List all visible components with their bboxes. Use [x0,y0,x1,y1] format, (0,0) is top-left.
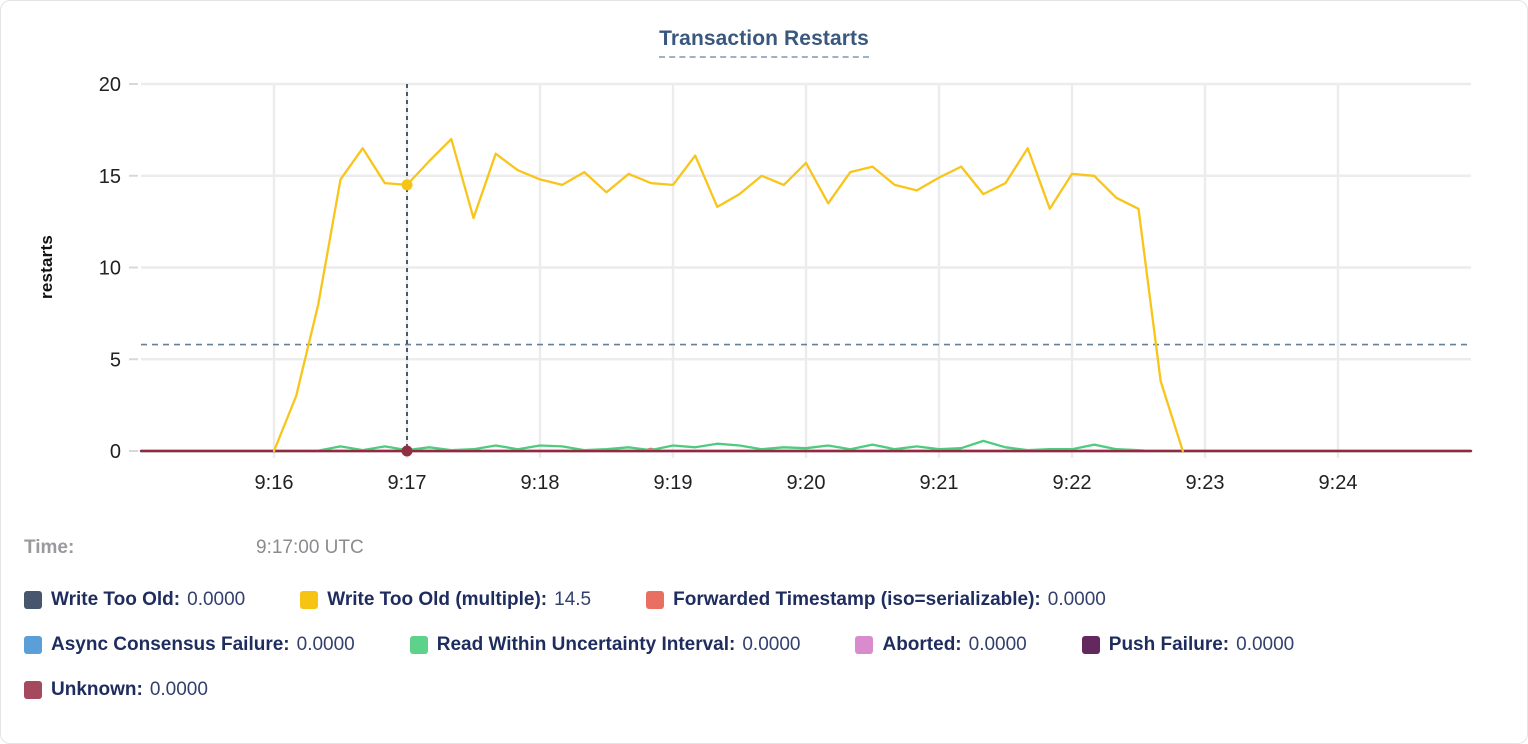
svg-text:10: 10 [99,258,121,280]
legend-item-async-consensus-failure: Async Consensus Failure: 0.0000 [24,634,355,656]
svg-text:9:19: 9:19 [654,472,693,494]
svg-text:20: 20 [99,74,121,96]
svg-text:15: 15 [99,166,121,188]
legend-label: Async Consensus Failure: [51,634,290,655]
legend-label: Write Too Old: [51,589,181,610]
restarts-line-chart[interactable]: 9:16 9:17 9:18 9:19 9:20 9:21 9:22 9:23 9:24 0 5 10… [1,1,1528,521]
legend-swatch [409,636,428,654]
svg-text:0: 0 [110,441,121,463]
legend-swatch [300,591,319,609]
legend-swatch [1081,636,1100,654]
legend-row-2: Async Consensus Failure: 0.0000 Read Wit… [24,634,1294,656]
chart-title[interactable]: Transaction Restarts [659,27,869,58]
legend-row-1: Write Too Old: 0.0000 Write Too Old (mul… [24,589,1106,611]
legend-value: 0.0000 [968,634,1027,655]
legend-label: Read Within Uncertainty Interval: [436,634,736,655]
legend-value: 0.0000 [187,589,246,610]
legend-item-push-failure: Push Failure: 0.0000 [1081,634,1295,656]
legend-value: 0.0000 [1047,589,1106,610]
legend-swatch [855,636,874,654]
legend-swatch [24,681,42,699]
time-label: Time: [24,537,75,558]
svg-text:9:21: 9:21 [920,472,959,494]
legend-value: 0.0000 [742,634,801,655]
legend-label: Unknown: [51,679,143,700]
legend-item-write-too-old-multiple: Write Too Old (multiple): 14.5 [300,589,591,611]
svg-text:9:20: 9:20 [787,472,826,494]
svg-text:9:17: 9:17 [388,472,427,494]
svg-text:9:23: 9:23 [1186,472,1225,494]
legend-swatch [646,591,665,609]
legend-swatch [24,591,42,609]
legend-label: Push Failure: [1108,634,1230,655]
svg-text:9:18: 9:18 [521,472,560,494]
legend-item-forwarded-timestamp: Forwarded Timestamp (iso=serializable): … [646,589,1106,611]
legend-swatch [24,636,42,654]
chart-title-wrap: Transaction Restarts [1,27,1527,58]
legend-label: Aborted: [882,634,962,655]
time-value: 9:17:00 UTC [256,537,364,558]
legend-item-read-within-uncertainty-interval: Read Within Uncertainty Interval: 0.0000 [409,634,801,656]
legend-value: 14.5 [554,589,592,610]
legend-item-unknown: Unknown: 0.0000 [24,679,208,701]
legend-row-3: Unknown: 0.0000 [24,679,208,701]
svg-text:9:16: 9:16 [255,472,294,494]
legend-label: Forwarded Timestamp (iso=serializable): [673,589,1041,610]
legend-value: 0.0000 [149,679,208,700]
legend-item-aborted: Aborted: 0.0000 [855,634,1027,656]
svg-text:9:22: 9:22 [1053,472,1092,494]
legend-label: Write Too Old (multiple): [327,589,548,610]
legend-value: 0.0000 [296,634,355,655]
legend-item-write-too-old: Write Too Old: 0.0000 [24,589,245,611]
legend-value: 0.0000 [1236,634,1295,655]
svg-text:5: 5 [110,349,121,371]
hover-time-row: Time: 9:17:00 UTC [24,537,1504,559]
svg-text:9:24: 9:24 [1319,472,1358,494]
